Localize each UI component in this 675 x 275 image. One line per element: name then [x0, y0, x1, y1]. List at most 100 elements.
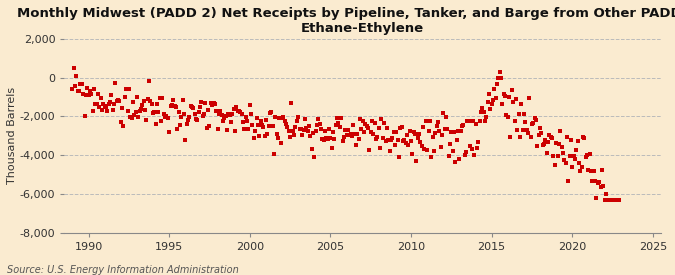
Point	[362, 126, 373, 130]
Point	[599, 197, 610, 202]
Point	[324, 127, 335, 131]
Point	[293, 115, 304, 119]
Point	[489, 87, 500, 91]
Point	[109, 101, 119, 106]
Point	[394, 154, 404, 159]
Point	[358, 130, 369, 134]
Point	[509, 119, 520, 123]
Point	[305, 133, 316, 138]
Point	[334, 124, 345, 129]
Point	[559, 158, 570, 162]
Point	[475, 110, 486, 114]
Point	[102, 109, 113, 113]
Point	[614, 197, 625, 202]
Point	[400, 141, 411, 146]
Point	[468, 119, 479, 123]
Point	[395, 126, 406, 130]
Point	[373, 126, 384, 130]
Point	[412, 136, 423, 140]
Point	[364, 148, 375, 153]
Point	[356, 127, 367, 131]
Point	[528, 120, 539, 125]
Point	[192, 117, 202, 122]
Point	[429, 149, 439, 153]
Point	[122, 109, 133, 113]
Point	[564, 154, 575, 158]
Point	[403, 142, 414, 147]
Point	[207, 103, 217, 107]
Point	[485, 107, 495, 111]
Point	[248, 136, 259, 140]
Point	[86, 92, 97, 96]
Point	[574, 161, 585, 166]
Point	[267, 123, 278, 128]
Point	[216, 113, 227, 117]
Point	[352, 131, 362, 136]
Point	[188, 106, 198, 110]
Point	[562, 135, 572, 140]
Point	[570, 157, 580, 162]
Point	[270, 115, 281, 120]
Point	[327, 145, 338, 150]
Point	[250, 129, 261, 133]
Point	[583, 168, 594, 172]
Point	[337, 138, 348, 143]
Point	[99, 104, 110, 109]
Point	[547, 136, 558, 141]
Point	[486, 101, 497, 106]
Point	[142, 97, 153, 101]
Point	[578, 135, 589, 140]
Point	[469, 153, 480, 157]
Point	[111, 98, 122, 103]
Point	[353, 136, 364, 141]
Point	[361, 124, 372, 128]
Point	[212, 127, 223, 131]
Point	[145, 99, 156, 104]
Point	[171, 104, 182, 109]
Point	[296, 127, 306, 131]
Point	[341, 133, 352, 138]
Point	[466, 146, 477, 151]
Point	[78, 91, 88, 96]
Point	[545, 135, 556, 139]
Point	[151, 121, 161, 126]
Point	[121, 87, 132, 92]
Point	[572, 139, 583, 143]
Point	[539, 142, 549, 146]
Point	[132, 95, 142, 99]
Point	[321, 136, 332, 140]
Point	[350, 143, 361, 147]
Point	[526, 121, 537, 126]
Point	[349, 132, 360, 136]
Point	[462, 119, 473, 123]
Point	[124, 87, 134, 91]
Point	[601, 192, 612, 197]
Point	[205, 100, 216, 105]
Point	[269, 152, 279, 156]
Point	[225, 119, 236, 124]
Point	[176, 114, 187, 119]
Point	[479, 119, 490, 123]
Point	[560, 161, 571, 165]
Point	[372, 135, 383, 140]
Point	[235, 109, 246, 114]
Point	[236, 112, 247, 117]
Point	[292, 119, 302, 123]
Point	[182, 122, 192, 127]
Point	[482, 100, 493, 104]
Point	[331, 116, 342, 120]
Point	[290, 125, 301, 130]
Point	[219, 116, 230, 120]
Point	[159, 112, 169, 117]
Point	[508, 100, 518, 104]
Point	[79, 114, 90, 118]
Point	[209, 101, 220, 106]
Point	[164, 130, 175, 134]
Point	[450, 160, 461, 164]
Point	[152, 102, 163, 107]
Point	[457, 124, 468, 128]
Point	[504, 95, 514, 99]
Point	[381, 126, 392, 131]
Point	[464, 119, 475, 123]
Point	[435, 145, 446, 150]
